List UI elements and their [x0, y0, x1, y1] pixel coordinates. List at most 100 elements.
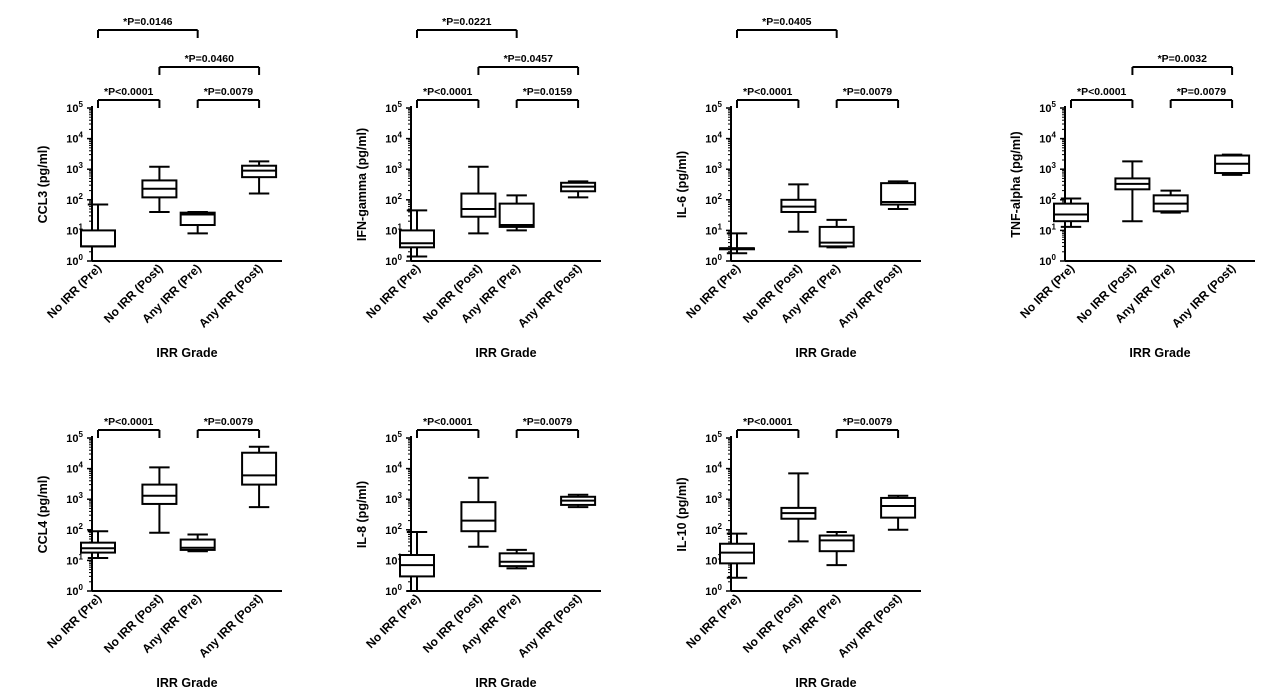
box-3: [241, 160, 278, 195]
y-tick-label: 100: [66, 253, 83, 268]
p-value-label: *P<0.0001: [104, 86, 153, 98]
y-tick-label: 100: [385, 583, 402, 598]
box-iqr: [399, 229, 435, 249]
box-0: [399, 530, 435, 592]
box-0: [719, 232, 755, 255]
y-tick-label: 101: [1039, 222, 1056, 237]
y-tick-label: 102: [66, 192, 83, 207]
significance-bracket: *P=0.0079: [196, 416, 261, 438]
box-3: [880, 180, 917, 211]
y-tick-label: 104: [66, 461, 83, 476]
y-tick-label: 101: [66, 552, 83, 567]
y-axis-label: IL-10 (pg/ml): [675, 477, 689, 551]
box-2: [1152, 189, 1189, 214]
y-tick-label: 105: [1039, 100, 1056, 115]
box-iqr: [498, 202, 535, 228]
y-axis-label: CCL3 (pg/ml): [36, 146, 50, 224]
box-iqr: [179, 538, 216, 551]
significance-bracket: *P<0.0001: [736, 416, 800, 438]
x-tick-label: No IRR (Pre): [1017, 261, 1077, 321]
box-1: [460, 476, 497, 548]
y-tick-label: 105: [385, 430, 402, 445]
y-tick-label: 103: [66, 491, 83, 506]
x-tick-label: Any IRR (Post): [196, 261, 265, 330]
x-tick-label: Any IRR (Post): [515, 261, 584, 330]
significance-bracket: *P=0.0221: [416, 16, 518, 38]
p-value-label: *P=0.0460: [185, 53, 234, 65]
box-0: [399, 209, 435, 258]
significance-bracket: *P<0.0001: [97, 86, 161, 108]
x-tick-label: Any IRR (Post): [835, 591, 904, 660]
significance-bracket: *P<0.0001: [97, 416, 161, 438]
box-iqr: [1053, 202, 1089, 223]
y-tick-label: 101: [705, 222, 722, 237]
x-tick-label: Any IRR (Post): [515, 591, 584, 660]
x-tick-label: No IRR (Pre): [44, 591, 104, 651]
significance-bracket: *P<0.0001: [1070, 86, 1134, 108]
box-2: [498, 194, 535, 232]
y-tick-label: 100: [66, 583, 83, 598]
chart-panel: 100 101 102 103 104 105 TNF-alpha (pg/ml) No IR…: [1009, 53, 1255, 360]
y-tick-label: 102: [705, 522, 722, 537]
p-value-label: *P<0.0001: [743, 416, 792, 428]
y-tick-label: 103: [66, 161, 83, 176]
box-0: [719, 532, 755, 579]
significance-bracket: *P<0.0001: [416, 86, 480, 108]
x-axis-label: IRR Grade: [156, 346, 217, 360]
box-iqr: [818, 225, 855, 248]
y-tick-label: 102: [66, 522, 83, 537]
p-value-label: *P<0.0001: [104, 416, 153, 428]
box-iqr: [880, 496, 917, 519]
box-2: [498, 548, 535, 570]
x-tick-label: No IRR (Pre): [363, 261, 423, 321]
box-2: [179, 533, 216, 553]
box-3: [560, 493, 597, 509]
y-tick-label: 103: [385, 161, 402, 176]
box-3: [560, 180, 597, 199]
y-tick-label: 104: [385, 131, 402, 146]
x-tick-label: No IRR (Pre): [683, 591, 743, 651]
p-value-label: *P<0.0001: [1077, 86, 1126, 98]
box-iqr: [498, 552, 535, 568]
p-value-label: *P=0.0405: [762, 16, 811, 28]
x-axis-label: IRR Grade: [795, 676, 856, 690]
box-0: [80, 203, 116, 248]
significance-bracket: *P=0.0460: [158, 53, 261, 75]
y-tick-label: 101: [66, 222, 83, 237]
p-value-label: *P<0.0001: [423, 86, 472, 98]
significance-bracket: *P=0.0032: [1131, 53, 1234, 75]
y-tick-label: 104: [705, 461, 722, 476]
chart-panel: 100 101 102 103 104 105 IL-6 (pg/ml) No IRR (Pr…: [675, 16, 921, 360]
x-axis-label: IRR Grade: [156, 676, 217, 690]
x-axis-label: IRR Grade: [795, 346, 856, 360]
box-1: [780, 472, 817, 543]
y-tick-label: 105: [66, 100, 83, 115]
p-value-label: *P<0.0001: [743, 86, 792, 98]
y-tick-label: 104: [66, 131, 83, 146]
y-tick-label: 103: [705, 161, 722, 176]
x-tick-label: No IRR (Pre): [683, 261, 743, 321]
y-tick-label: 103: [1039, 161, 1056, 176]
significance-bracket: *P=0.0079: [196, 86, 261, 108]
p-value-label: *P=0.0079: [843, 86, 892, 98]
significance-bracket: *P=0.0457: [477, 53, 580, 75]
p-value-label: *P=0.0079: [204, 416, 253, 428]
y-axis-label: IL-6 (pg/ml): [675, 151, 689, 218]
chart-panel: 100 101 102 103 104 105 CCL4 (pg/ml) No IRR (Pr…: [36, 416, 282, 690]
y-tick-label: 102: [705, 192, 722, 207]
p-value-label: *P=0.0159: [523, 86, 572, 98]
box-iqr: [80, 229, 116, 248]
box-2: [818, 530, 855, 567]
significance-bracket: *P=0.0079: [1169, 86, 1234, 108]
significance-bracket: *P<0.0001: [416, 416, 480, 438]
box-1: [141, 466, 178, 534]
y-tick-label: 100: [705, 583, 722, 598]
y-tick-label: 104: [1039, 131, 1056, 146]
box-1: [1114, 160, 1151, 223]
p-value-label: *P=0.0079: [204, 86, 253, 98]
y-tick-label: 102: [385, 192, 402, 207]
